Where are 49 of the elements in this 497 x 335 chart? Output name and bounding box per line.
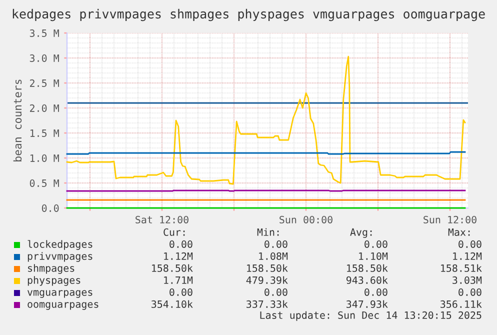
text: 1.12M bbox=[453, 252, 482, 260]
text: 337.33k bbox=[246, 300, 288, 308]
text: Max: bbox=[448, 228, 470, 236]
text: 479.39k bbox=[246, 276, 288, 284]
legend-label: oomguarpages bbox=[28, 302, 98, 310]
y-tick-label: 1.0 M bbox=[30, 154, 59, 162]
text: 158.50k bbox=[347, 264, 388, 272]
legend-label: physpages bbox=[28, 276, 80, 286]
line-series bbox=[66, 56, 466, 185]
legend-label: privvmpages bbox=[28, 252, 92, 262]
text: Last update: Sun Dec 14 13:20:15 2025 bbox=[260, 311, 482, 321]
y-tick-label: 0.0 bbox=[42, 204, 59, 212]
x-tick-label: Sat 12:00 bbox=[136, 216, 188, 224]
text: 347.93k bbox=[346, 300, 388, 308]
y-tick-label: 3.5 M bbox=[30, 29, 59, 37]
text: 1.12M bbox=[164, 252, 193, 260]
text: 0.00 bbox=[364, 288, 388, 296]
text: 158.50k bbox=[152, 264, 193, 272]
y-tick-label: 2.5 M bbox=[30, 79, 59, 87]
legend-label: shmpages bbox=[28, 264, 74, 274]
y-tick-label: 2.0 M bbox=[30, 104, 59, 112]
text: 0.00 bbox=[170, 288, 192, 296]
y-tick-label: 3.0 M bbox=[30, 54, 59, 62]
text: 1.71M bbox=[164, 276, 193, 284]
x-tick-label: Sun 00:00 bbox=[280, 216, 332, 224]
text: Min: bbox=[257, 228, 279, 236]
text: 356.11k bbox=[440, 300, 482, 308]
y-tick-label: 1.5 M bbox=[30, 130, 59, 137]
text: Cur: bbox=[164, 228, 185, 236]
legend-label: lockedpages bbox=[28, 240, 92, 250]
text: 1.10M bbox=[359, 252, 388, 260]
y-axis-title: bean counters bbox=[13, 80, 22, 162]
legend-label: vmguarpages bbox=[27, 290, 92, 298]
text: 0.00 bbox=[364, 240, 388, 248]
text: 0.00 bbox=[458, 288, 482, 296]
text: 1.08M bbox=[259, 252, 288, 260]
chart-title: kedpages privvmpages shmpages physpages vmguarpages oomguarpage bbox=[12, 8, 485, 22]
text: Avg: bbox=[350, 228, 372, 238]
text: 0.00 bbox=[264, 288, 288, 296]
text: 0.00 bbox=[458, 240, 482, 248]
text: 943.60k bbox=[346, 276, 388, 284]
y-tick-label: 0.5 M bbox=[30, 179, 59, 187]
text: 354.10k bbox=[152, 300, 193, 308]
text: 3.03M bbox=[452, 276, 482, 284]
text: 0.00 bbox=[264, 240, 288, 248]
text: 0.00 bbox=[170, 240, 192, 248]
x-tick-label: Sun 12:00 bbox=[424, 216, 476, 224]
text: 158.51k bbox=[441, 264, 482, 272]
text: 158.50k bbox=[247, 264, 288, 272]
